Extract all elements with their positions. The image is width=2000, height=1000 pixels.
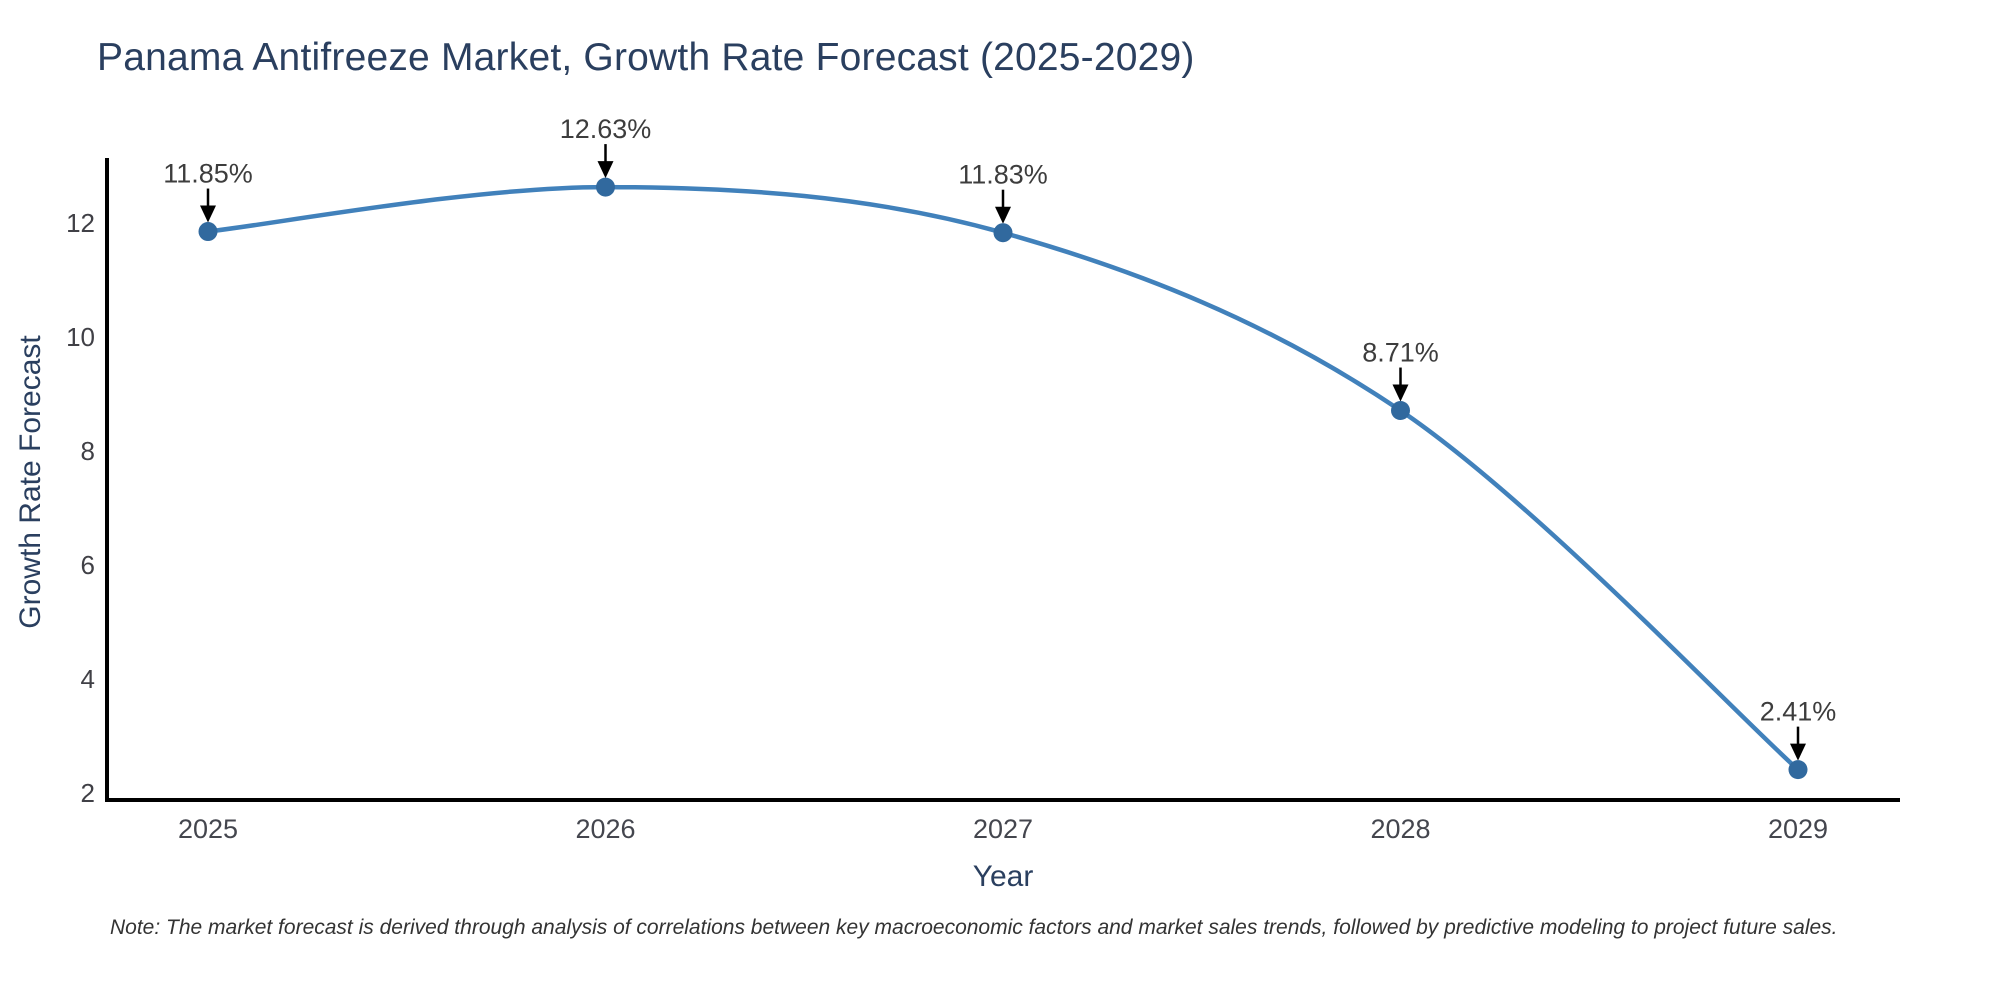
- data-point-2028[interactable]: [1391, 401, 1410, 421]
- chart-title: Panama Antifreeze Market, Growth Rate Fo…: [97, 36, 1195, 79]
- point-label-2028: 8.71%: [1362, 338, 1439, 368]
- y-tick-label: 2: [81, 778, 95, 808]
- data-point-2027[interactable]: [993, 223, 1013, 243]
- x-tick-label-2026: 2026: [575, 814, 635, 844]
- x-tick-label-2028: 2028: [1370, 814, 1430, 844]
- data-point-2029[interactable]: [1788, 760, 1808, 780]
- footnote: Note: The market forecast is derived thr…: [110, 916, 1838, 939]
- y-tick-label: 12: [66, 208, 95, 238]
- y-axis-title: Growth Rate Forecast: [14, 335, 47, 629]
- point-label-2027: 11.83%: [958, 160, 1048, 190]
- x-tick-label-2025: 2025: [178, 814, 238, 844]
- data-point-2025[interactable]: [198, 222, 218, 242]
- point-label-2029: 2.41%: [1760, 697, 1837, 727]
- point-label-2025: 11.85%: [163, 159, 253, 189]
- annotation-arrow-head: [1392, 384, 1409, 402]
- y-tick-label: 4: [81, 664, 95, 694]
- annotation-arrow-head: [597, 161, 614, 179]
- data-point-2026[interactable]: [596, 177, 615, 197]
- forecast-line: [205, 184, 1801, 772]
- x-tick-label-2027: 2027: [973, 814, 1033, 844]
- x-tick-label-2029: 2029: [1768, 814, 1828, 844]
- point-label-2026: 12.63%: [560, 114, 652, 144]
- annotation-arrow-head: [200, 205, 216, 223]
- y-tick-label: 10: [66, 322, 95, 352]
- x-axis-title: Year: [972, 860, 1034, 893]
- annotation-arrow-head: [995, 206, 1011, 224]
- y-tick-label: 6: [81, 550, 95, 580]
- annotation-arrow-head: [1790, 743, 1806, 761]
- y-tick-label: 8: [81, 436, 95, 466]
